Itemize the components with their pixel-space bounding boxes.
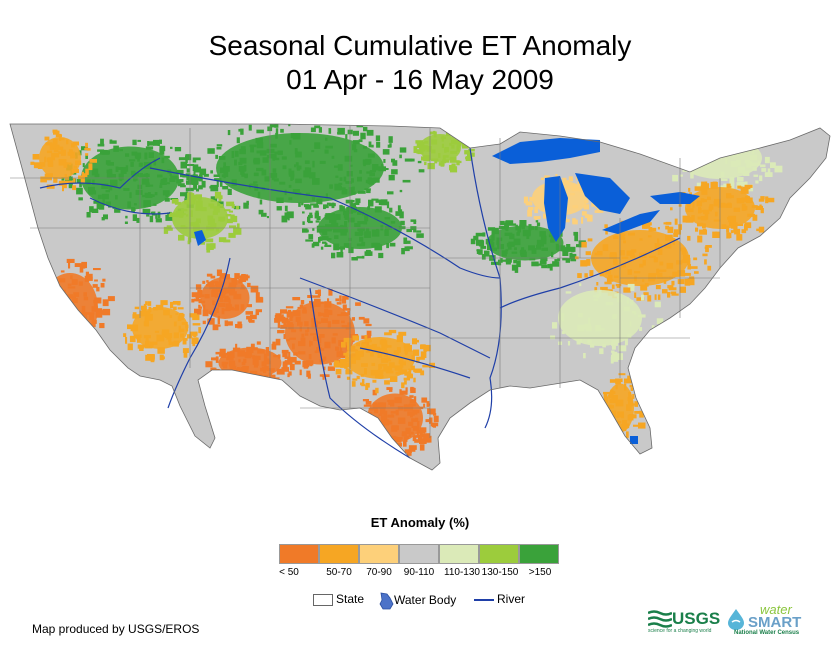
state-key-label: State (336, 592, 365, 606)
lake-erie (602, 210, 660, 234)
anomaly-patch-nevada (123, 300, 201, 363)
anomaly-patch-southeast (550, 283, 664, 364)
state-boundaries (10, 126, 721, 438)
legend-label-gt150: >150 (528, 567, 552, 578)
anomaly-patch-ohio-valley (574, 220, 712, 302)
anomaly-raster (10, 124, 830, 470)
map-title: Seasonal Cumulative ET Anomaly (208, 30, 632, 61)
anomaly-patch-west-texas (333, 329, 435, 394)
legend-swatch-130-150 (479, 544, 519, 564)
columbia-river (39, 157, 161, 189)
legend-swatch-50-70 (319, 544, 359, 564)
lake-huron (575, 173, 630, 214)
great-salt-lake (194, 230, 206, 246)
ohio-river (499, 237, 681, 309)
usgs-wave-icon (648, 610, 672, 628)
anomaly-patch-utah (191, 269, 264, 331)
anomaly-patch-northern-rockies (61, 138, 203, 224)
lake-ontario (650, 192, 700, 204)
legend-title: ET Anomaly (%) (370, 515, 470, 530)
watersmart-logo: water SMART National Water Census (726, 602, 816, 638)
river-line-icon (474, 598, 494, 601)
et-anomaly-map (9, 123, 831, 471)
legend-swatch-90-110 (399, 544, 439, 564)
lake-michigan (544, 176, 568, 242)
anomaly-patch-northeast (670, 181, 775, 241)
legend-label-130-150: 130-150 (481, 567, 519, 578)
legend-swatch-110-130 (439, 544, 479, 564)
legend-swatch-70-90 (359, 544, 399, 564)
legend-swatch-gt150 (519, 544, 559, 564)
arkansas-river (299, 277, 491, 359)
legend-key-water-body: Water Body (378, 592, 456, 610)
water-body-icon (379, 592, 394, 610)
watersmart-sub-text: National Water Census (734, 630, 800, 636)
water-bodies (194, 138, 700, 444)
colorado-river (167, 257, 231, 409)
water-body-key-label: Water Body (394, 593, 457, 608)
rio-grande (309, 287, 411, 459)
legend-label-70-90: 70-90 (366, 567, 392, 578)
lake-okeechobee (630, 436, 638, 444)
legend-swatch-lt50 (279, 544, 319, 564)
mississippi-river (469, 147, 502, 429)
legend-label-50-70: 50-70 (326, 567, 352, 578)
legend-label-90-110: 90-110 (403, 567, 435, 578)
usgs-logo: USGS science for a changing world (648, 608, 720, 636)
water-drop-icon (728, 609, 744, 630)
river-key-label: River (497, 592, 526, 606)
red-river (359, 347, 471, 379)
watersmart-top-text: water (760, 602, 792, 617)
credit-text: Map produced by USGS/EROS (32, 622, 200, 636)
anomaly-patch-minnesota (413, 130, 475, 173)
legend-label-110-130: 110-130 (444, 567, 480, 578)
snake-river (89, 197, 171, 215)
lake-superior (492, 138, 600, 164)
legend-key-river: River (474, 592, 525, 606)
legend-key-state: State (313, 592, 364, 606)
watersmart-main-text: SMART (748, 614, 802, 631)
anomaly-patch-washington (30, 129, 97, 192)
state-symbol-icon (313, 593, 333, 606)
usgs-tagline: science for a changing world (648, 628, 712, 634)
missouri-river (149, 167, 501, 279)
map-subtitle: 01 Apr - 16 May 2009 (286, 64, 554, 95)
usgs-wordmark: USGS (672, 609, 721, 628)
rivers (39, 147, 681, 459)
legend-label-lt50: < 50 (279, 567, 299, 578)
